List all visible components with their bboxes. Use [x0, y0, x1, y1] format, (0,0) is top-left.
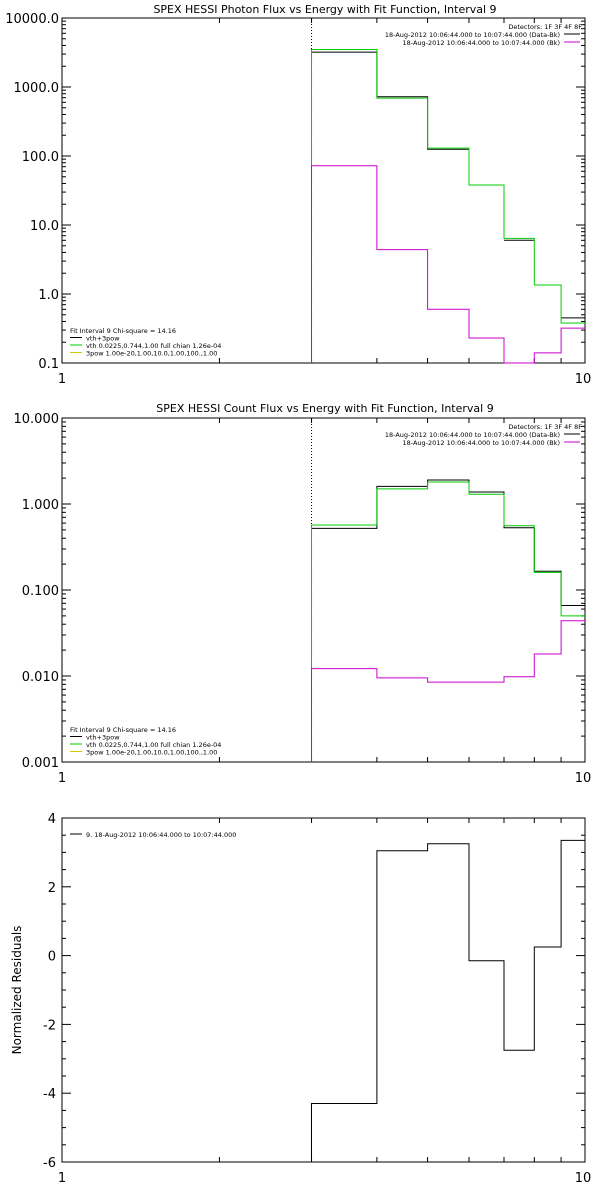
- x-tick-label: 10: [575, 372, 592, 387]
- y-tick-label: -6: [43, 1156, 56, 1171]
- y-tick-label: 1000.0: [14, 81, 60, 96]
- legend-top-left-entry-label: 9. 18-Aug-2012 10:06:44.000 to 10:07:44.…: [86, 831, 236, 839]
- y-tick-label: 0.100: [22, 584, 59, 599]
- series-line-0: [311, 839, 585, 1162]
- legend-top-right-entry-label: 18-Aug-2012 10:06:44.000 to 10:07:44.000…: [385, 31, 560, 39]
- legend-top-right-entry-label: 18-Aug-2012 10:06:44.000 to 10:07:44.000…: [403, 439, 560, 447]
- y-tick-label: 0.001: [22, 756, 59, 771]
- y-tick-label: 10.0: [30, 219, 59, 234]
- panel-title: SPEX HESSI Photon Flux vs Energy with Fi…: [153, 3, 496, 16]
- legend-bottom-left-entry-label: vth+3pow: [86, 734, 120, 742]
- legend-bottom-left-header: Fit Interval 9 Chi-square = 14.16: [70, 327, 176, 335]
- y-tick-label: 10.000: [14, 412, 60, 427]
- y-tick-label: 2: [48, 881, 56, 896]
- legend-bottom-left-entry-label: 3pow 1.00e-20,1.00,10.0,1.00,100.,1.00: [86, 350, 217, 358]
- legend-top-right-entry-label: 18-Aug-2012 10:06:44.000 to 10:07:44.000…: [403, 39, 560, 47]
- y-axis-label: Normalized Residuals: [10, 926, 24, 1055]
- y-tick-label: -4: [43, 1087, 56, 1102]
- plot-frame: [61, 17, 586, 364]
- y-tick-label: 1.000: [22, 498, 59, 513]
- x-tick-label: 10: [575, 771, 592, 786]
- legend-bottom-left-entry-label: vth 0.0225,0.744,1.00 full chian 1.26e-0…: [86, 741, 221, 749]
- residuals-panel: Normalized Residuals 1 10 -6 -4 -2 0 2 4 9. 18-A…: [10, 812, 591, 1186]
- plot-frame: [61, 817, 586, 1163]
- legend-top-right-header: Detectors: 1F 3F 4F 8F: [508, 23, 582, 31]
- count-flux-panel: SPEX HESSI Count Flux vs Energy with Fit…: [14, 402, 592, 786]
- y-tick-label: -2: [43, 1018, 56, 1033]
- series-line-2: [311, 620, 585, 762]
- y-tick-label: 0.010: [22, 670, 59, 685]
- panel-title: SPEX HESSI Count Flux vs Energy with Fit…: [156, 402, 493, 415]
- x-tick-label: 1: [58, 372, 66, 387]
- y-tick-label: 0: [48, 950, 56, 965]
- legend-bottom-left-header: Fit Interval 9 Chi-square = 14.16: [70, 726, 176, 734]
- legend-top-right-entry-label: 18-Aug-2012 10:06:44.000 to 10:07:44.000…: [385, 431, 560, 439]
- series-line-1: [311, 49, 585, 363]
- y-tick-label: 100.0: [22, 150, 59, 165]
- photon-flux-panel: SPEX HESSI Photon Flux vs Energy with Fi…: [5, 3, 591, 387]
- y-tick-label: 0.1: [38, 357, 59, 372]
- series-line-1: [311, 481, 585, 762]
- series-line-0: [311, 51, 585, 363]
- series-line-2: [311, 165, 585, 364]
- plot-frame: [61, 417, 586, 763]
- series-line-0: [311, 479, 585, 762]
- legend-bottom-left-entry-label: vth+3pow: [86, 335, 120, 343]
- x-tick-label: 1: [58, 1171, 66, 1186]
- x-tick-label: 1: [58, 771, 66, 786]
- x-tick-label: 10: [575, 1171, 592, 1186]
- y-tick-label: 1.0: [38, 288, 59, 303]
- y-tick-label: 10000.0: [5, 12, 59, 27]
- legend-bottom-left-entry-label: vth 0.0225,0.744,1.00 full chian 1.26e-0…: [86, 342, 221, 350]
- legend-top-right-header: Detectors: 1F 3F 4F 8F: [508, 423, 582, 431]
- legend-bottom-left-entry-label: 3pow 1.00e-20,1.00,10.0,1.00,100.,1.00: [86, 749, 217, 757]
- y-tick-label: 4: [48, 812, 56, 827]
